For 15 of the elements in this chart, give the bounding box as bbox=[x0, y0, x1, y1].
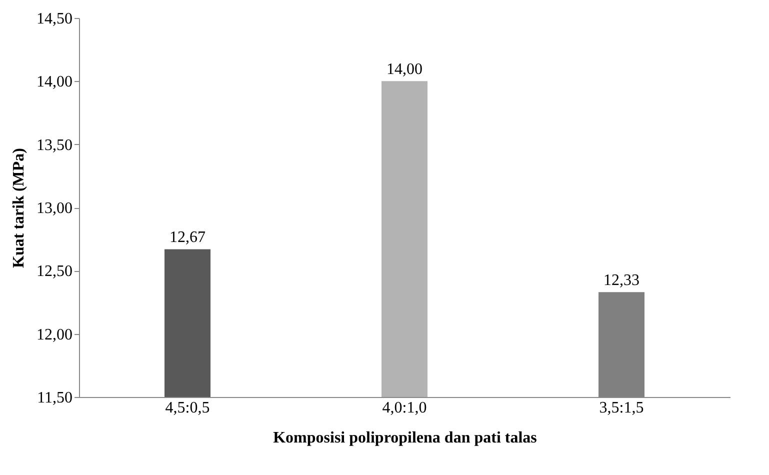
y-tick-label: 14,00 bbox=[36, 74, 72, 91]
y-tick-label: 13,00 bbox=[36, 200, 72, 217]
y-tick-label: 14,50 bbox=[36, 10, 72, 28]
x-tick-label: 3,5:1,5 bbox=[599, 400, 644, 416]
y-axis-title: Kuat tarik (MPa) bbox=[10, 148, 28, 268]
x-axis-title: Komposisi polipropilena dan pati talas bbox=[273, 430, 537, 446]
y-tick-label: 13,50 bbox=[36, 136, 72, 154]
data-label: 12,67 bbox=[170, 229, 206, 246]
y-tick-label: 12,00 bbox=[36, 326, 72, 344]
data-label: 12,33 bbox=[604, 272, 640, 290]
y-tick-label: 12,50 bbox=[36, 263, 72, 280]
data-label: 14,00 bbox=[386, 61, 422, 78]
y-tick-label: 11,50 bbox=[37, 390, 72, 406]
x-tick-label: 4,5:0,5 bbox=[165, 400, 210, 416]
x-tick-label: 4,0:1,0 bbox=[382, 400, 427, 416]
